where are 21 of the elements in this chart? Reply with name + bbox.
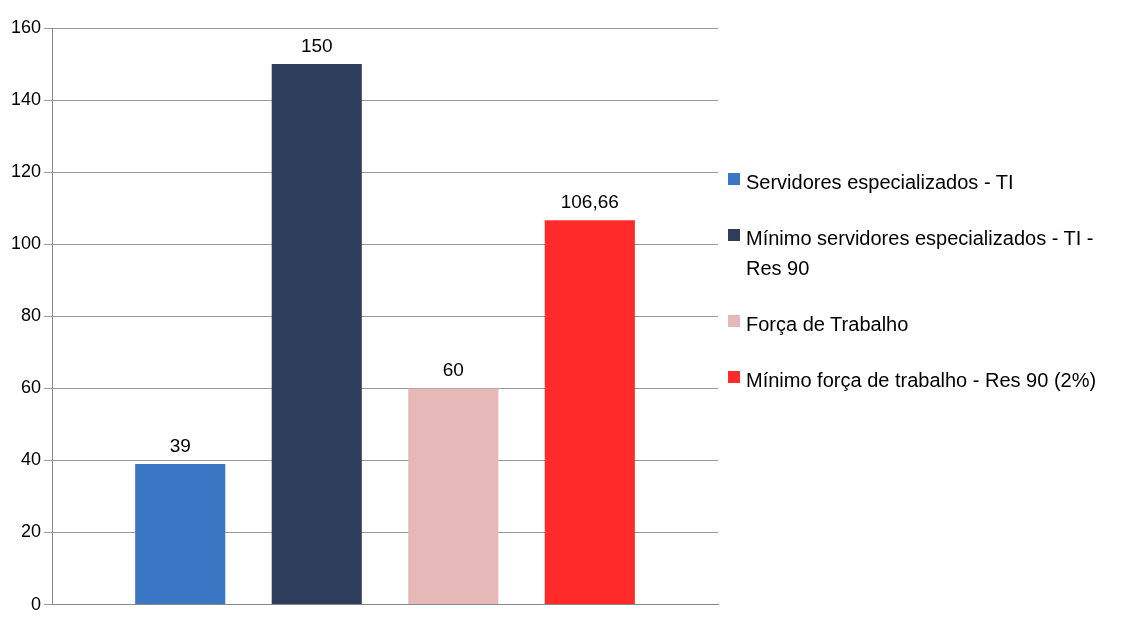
bar [544,220,635,605]
y-tick-label: 80 [21,305,42,326]
data-label: 60 [442,359,464,381]
bar [408,388,499,605]
y-tick-label: 120 [10,161,42,182]
legend-label: Mínimo força de trabalho - Res 90 (2%) [746,367,1097,393]
bar [135,464,226,605]
data-label: 150 [300,34,333,56]
bar [271,64,362,605]
y-tick-label: 20 [21,521,42,542]
y-tick-label: 0 [31,593,42,614]
y-tick-label: 100 [10,233,42,254]
legend-label: Força de Trabalho [746,311,909,337]
legend-label: Mínimo servidores especializados - TI - Res 90 [746,225,1095,281]
data-label: 39 [169,434,191,456]
y-tick-label: 160 [10,16,42,37]
data-label: 106,66 [560,190,619,212]
y-tick-label: 40 [21,449,42,470]
y-tick-label: 140 [10,89,42,110]
y-tick-label: 60 [21,377,42,398]
legend-label: Servidores especializados - TI [746,169,1014,195]
